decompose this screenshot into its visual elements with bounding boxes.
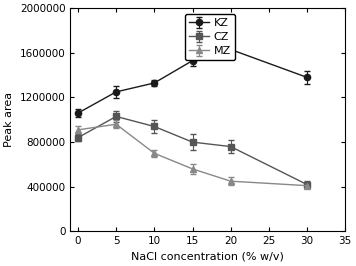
Y-axis label: Peak area: Peak area: [4, 92, 14, 147]
X-axis label: NaCl concentration (% w/v): NaCl concentration (% w/v): [131, 252, 284, 262]
Legend: KZ, CZ, MZ: KZ, CZ, MZ: [185, 14, 235, 60]
